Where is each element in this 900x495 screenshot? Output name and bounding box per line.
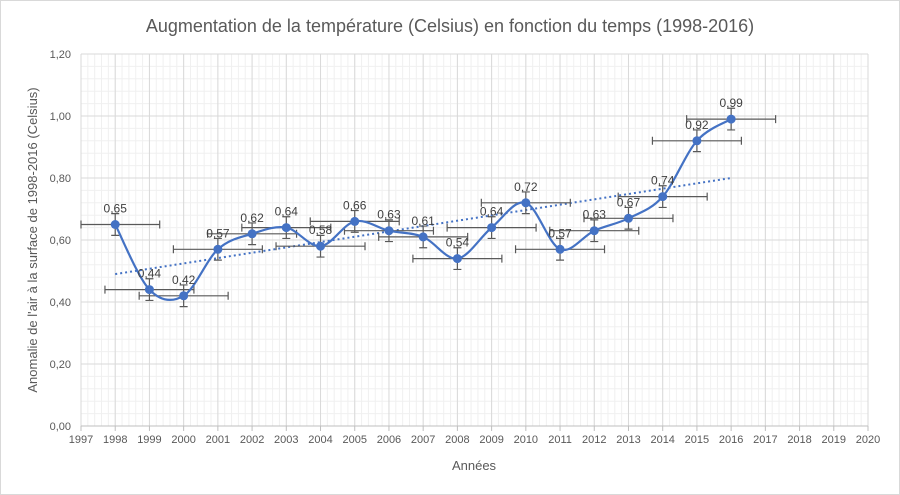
x-axis-label: Années	[452, 458, 497, 473]
y-tick-label: 1,20	[50, 49, 71, 61]
y-tick-label: 0,40	[50, 297, 71, 309]
x-tick-label: 2012	[582, 434, 606, 446]
x-tick-label: 2003	[274, 434, 298, 446]
data-label: 0,64	[275, 205, 299, 219]
data-label: 0,99	[719, 96, 743, 110]
x-tick-label: 2018	[787, 434, 811, 446]
data-label: 0,92	[685, 118, 709, 132]
data-point	[726, 114, 736, 124]
x-tick-label: 2005	[342, 434, 366, 446]
x-tick-label: 2004	[308, 434, 332, 446]
data-label: 0,67	[617, 195, 641, 209]
data-label: 0,66	[343, 198, 367, 212]
data-label: 0,57	[548, 226, 572, 240]
data-point	[144, 285, 154, 295]
data-point	[350, 216, 360, 226]
x-tick-label: 2001	[206, 434, 230, 446]
data-point	[213, 244, 223, 254]
data-label: 0,58	[309, 223, 333, 237]
data-point	[623, 213, 633, 223]
data-label: 0,57	[206, 226, 230, 240]
x-tick-label: 2016	[719, 434, 743, 446]
x-tick-label: 2011	[548, 434, 572, 446]
data-point	[384, 226, 394, 236]
x-tick-label: 1998	[103, 434, 127, 446]
data-point	[179, 291, 189, 301]
x-tick-label: 2020	[856, 434, 880, 446]
x-tick-label: 2010	[514, 434, 538, 446]
data-label: 0,65	[104, 202, 128, 216]
y-tick-label: 1,00	[50, 111, 71, 123]
data-label: 0,63	[377, 208, 401, 222]
data-label: 0,74	[651, 174, 675, 188]
data-label: 0,72	[514, 180, 538, 194]
y-tick-label: 0,00	[50, 421, 71, 433]
data-point	[281, 223, 291, 233]
data-label: 0,62	[240, 211, 264, 225]
x-tick-label: 2006	[377, 434, 401, 446]
x-tick-label: 2008	[445, 434, 469, 446]
data-label: 0,44	[138, 267, 162, 281]
x-tick-label: 2007	[411, 434, 435, 446]
x-tick-label: 2017	[753, 434, 777, 446]
y-tick-label: 0,20	[50, 359, 71, 371]
y-tick-label: 0,80	[50, 173, 71, 185]
data-point	[589, 226, 599, 236]
chart-title: Augmentation de la température (Celsius)…	[146, 16, 754, 36]
data-point	[487, 223, 497, 233]
y-axis-label: Anomalie de l'air à la surface de 1998-2…	[25, 87, 40, 392]
data-point	[110, 220, 120, 229]
x-tick-label: 2013	[616, 434, 640, 446]
y-tick-label: 0,60	[50, 235, 71, 247]
data-point	[452, 254, 462, 264]
data-point	[692, 136, 702, 146]
x-tick-label: 2015	[685, 434, 709, 446]
x-tick-label: 2009	[479, 434, 503, 446]
x-tick-label: 2019	[822, 434, 846, 446]
data-point	[658, 192, 668, 202]
x-tick-label: 2014	[650, 434, 674, 446]
x-tick-label: 2000	[171, 434, 195, 446]
data-point	[316, 241, 326, 251]
data-point	[418, 232, 428, 242]
data-point	[555, 244, 565, 254]
data-label: 0,54	[446, 236, 470, 250]
data-label: 0,61	[411, 214, 435, 228]
data-label: 0,64	[480, 205, 504, 219]
data-point	[247, 229, 257, 239]
data-label: 0,42	[172, 273, 196, 287]
data-point	[521, 198, 531, 208]
data-label: 0,63	[583, 208, 607, 222]
x-tick-label: 1999	[137, 434, 161, 446]
x-tick-label: 1997	[69, 434, 93, 446]
x-tick-label: 2002	[240, 434, 264, 446]
x-error-bar	[80, 220, 161, 229]
